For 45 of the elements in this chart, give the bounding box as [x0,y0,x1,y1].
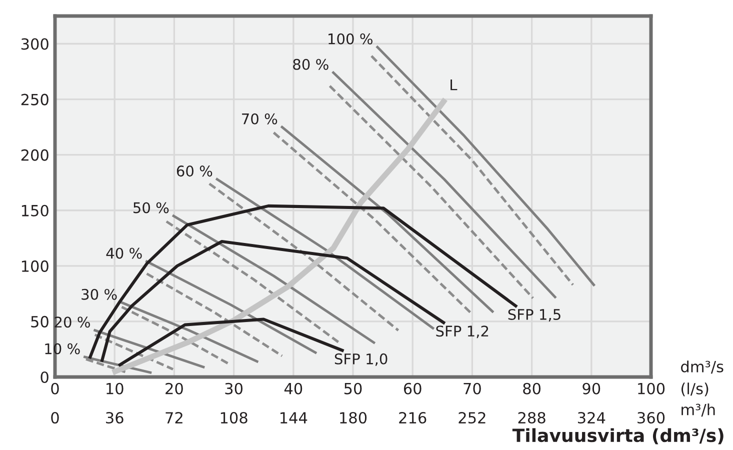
y-tick-label: 50 [31,316,48,328]
x-tick-label: 70 [464,382,481,394]
x2-axis-title: m³/h [682,404,715,417]
x-tick-label: 80 [523,382,541,394]
x2-tick-label: 144 [280,412,308,424]
x-tick-label: 10 [106,382,124,394]
y-tick-label: 200 [21,149,48,161]
series-label: 80 % [293,58,328,70]
y-tick-label: 250 [21,94,48,106]
x-axis-title: Tilavuusvirta (dm³/s) [512,428,724,444]
series-label: SFP 1,2 [436,326,488,338]
x2-tick-label: 360 [638,412,665,424]
series-label: 50 % [134,202,169,214]
x2-tick-label: 180 [340,412,367,424]
x-tick-label: 0 [51,382,59,394]
series-label: 60 % [176,166,212,177]
text: dm³/s [681,360,724,374]
x-tick-label: 30 [225,382,243,394]
x-tick-label: 100 [638,382,665,394]
series-label: 100 % [328,33,372,44]
series-label: 30 % [82,288,117,300]
x-tick-label: 90 [582,382,600,394]
x-tick-label: 20 [166,382,183,394]
x-tick-label: 50 [344,382,362,394]
series-label: SFP 1,5 [508,308,560,322]
y-tick-label: 150 [22,204,48,216]
x2-tick-label: 324 [578,412,606,424]
y-tick-label: 300 [21,38,48,50]
x2-tick-label: 36 [106,412,124,424]
series-label: L [450,80,458,90]
x2-tick-label: 216 [399,412,426,424]
y-tick-label: 0 [40,371,48,384]
x2-tick-label: 0 [51,412,59,424]
x-tick-label: 40 [284,382,302,394]
line-series [376,46,596,286]
x2-tick-label: 108 [220,412,248,424]
y-tick-label: 100 [22,260,48,272]
series-label: SFP 1,0 [334,353,388,366]
series-label: 70 % [242,113,278,124]
series-label: 40 % [106,248,142,259]
x-tick-label: 60 [404,382,422,394]
x2-tick-label: 288 [518,412,546,424]
text: (l/s) [682,382,708,396]
x2-tick-label: 252 [458,412,486,424]
x2-tick-label: 72 [166,412,182,424]
